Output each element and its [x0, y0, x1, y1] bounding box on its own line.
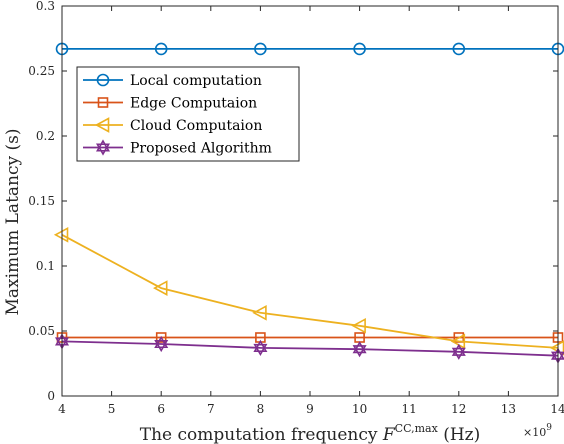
data-point-proposed-algorithm: [154, 339, 169, 353]
data-point-proposed-algorithm: [352, 345, 367, 358]
y-tick-label: 0.25: [28, 64, 55, 78]
x-axis-label-superscript: CC,max: [395, 422, 439, 435]
data-point-proposed-algorithm: [154, 335, 169, 349]
x-axis-label-suffix: (Hz): [438, 425, 480, 444]
data-point-proposed-algorithm: [253, 339, 268, 352]
x-tick-label: 13: [501, 402, 516, 416]
legend-item-edge-computaion: Edge Computaion: [83, 96, 257, 112]
data-point-proposed-algorithm: [352, 341, 367, 354]
x-tick-label: 7: [207, 402, 215, 416]
series-line-proposed-algorithm: [61, 340, 559, 357]
legend-label-edge-computaion: Edge Computaion: [130, 96, 257, 112]
data-point-local-computation: [154, 42, 168, 56]
legend-box: [76, 66, 300, 162]
x-axis-exponent-base: ×10: [523, 426, 546, 439]
legend-item-proposed-algorithm: Proposed Algorithm: [83, 139, 272, 157]
x-tick-label: 11: [402, 402, 417, 416]
legend-label-cloud-computaion: Cloud Computaion: [130, 118, 262, 134]
x-axis-label-prefix: The computation frequency: [140, 425, 383, 444]
legend-label-proposed-algorithm: Proposed Algorithm: [130, 141, 272, 157]
data-point-cloud-computaion: [351, 317, 366, 334]
y-tick-label: 0.2: [36, 129, 55, 143]
data-point-proposed-algorithm: [253, 343, 268, 356]
legend-marker-proposed-algorithm: [95, 143, 111, 156]
x-axis-exponent: ×109: [523, 423, 552, 439]
legend-item-local-computation: Local computation: [83, 73, 262, 89]
axis-ticks: 4 5 6 7 8 9 10 11 12 13 14 0 0.05 0.1 0.15 0.2 0.25 0.3: [28, 0, 564, 416]
y-axis-label: Maximum Latancy (s): [3, 128, 23, 315]
legend-marker-proposed-algorithm: [95, 139, 111, 152]
legend-marker-local-computation: [96, 73, 110, 87]
y-tick-label: 0: [47, 389, 55, 403]
x-tick-label: 4: [58, 402, 66, 416]
legend-item-cloud-computaion: Cloud Computaion: [83, 117, 262, 134]
x-axis-label-symbol: F: [382, 425, 396, 444]
data-point-cloud-computaion: [252, 304, 267, 321]
data-point-proposed-algorithm: [451, 347, 466, 360]
y-tick-label: 0.1: [36, 259, 55, 273]
y-tick-label: 0.05: [28, 324, 55, 338]
x-tick-label: 9: [306, 402, 314, 416]
legend-label-local-computation: Local computation: [130, 73, 262, 89]
data-point-cloud-computaion: [153, 280, 168, 296]
x-tick-label: 6: [157, 402, 165, 416]
data-point-proposed-algorithm: [451, 343, 466, 356]
y-tick-label: 0.3: [36, 0, 55, 13]
legend-marker-cloud-computaion: [94, 117, 110, 133]
data-point-local-computation: [254, 42, 267, 56]
series-line-cloud-computaion: [61, 234, 559, 349]
x-tick-label: 8: [257, 402, 265, 416]
x-axis-exponent-power: 9: [546, 423, 552, 433]
x-tick-label: 12: [451, 402, 466, 416]
x-tick-label: 5: [108, 402, 116, 416]
legend-marker-edge-computaion: [97, 97, 109, 108]
legend: Local computation Edge Computaion Cloud Co…: [76, 66, 300, 162]
data-point-local-computation: [353, 42, 366, 56]
data-point-edge-computaion: [155, 332, 167, 343]
data-point-local-computation: [452, 42, 466, 56]
y-tick-label: 0.15: [28, 194, 55, 208]
x-axis-label: The computation frequency FCC,max (Hz): [140, 422, 481, 444]
x-tick-label: 14: [550, 402, 564, 416]
x-tick-label: 10: [352, 402, 367, 416]
